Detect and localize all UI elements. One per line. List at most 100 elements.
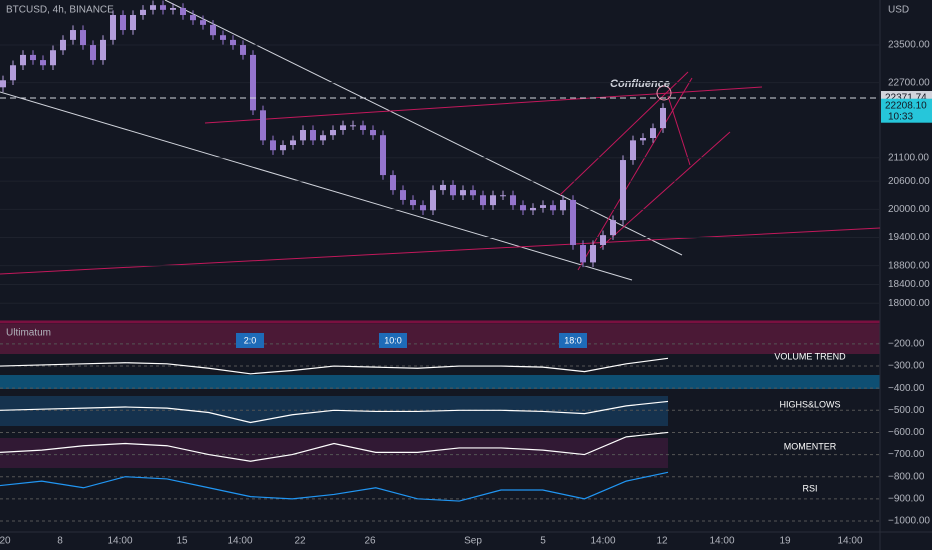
candle-body [430, 190, 436, 211]
candle-body [240, 45, 246, 55]
marker-label: 18:0 [564, 335, 582, 345]
candle-body [390, 175, 396, 191]
annotation: Confluence [610, 78, 670, 90]
drawings [0, 0, 881, 281]
x-tick-label: 22 [294, 536, 306, 547]
symbol: BTCUSD, 4h, BINANCE [6, 5, 114, 16]
candle-body [90, 45, 96, 61]
x-tick-label: 14:00 [590, 536, 615, 547]
candle-body [320, 135, 326, 141]
trend-line [599, 131, 731, 249]
y-tick-label: −200.00 [888, 339, 925, 350]
candle-body [130, 15, 136, 31]
candle-body [360, 125, 366, 131]
candle-body [30, 54, 36, 61]
y-tick-label: −500.00 [888, 405, 925, 416]
candle-body [530, 207, 536, 211]
candle-body [260, 110, 266, 141]
candle-body [450, 184, 456, 196]
candle-body [500, 195, 506, 197]
trend-line [559, 71, 689, 196]
candle-body [650, 128, 656, 138]
trend-line [0, 91, 633, 281]
y-tick-label: 23500.00 [888, 40, 930, 51]
candle-body [110, 15, 116, 40]
candle-body [590, 245, 596, 263]
candle-body [640, 138, 646, 141]
indicator-title: Ultimatum [6, 328, 51, 339]
candle-body [60, 39, 66, 51]
y-tick-label: 18000.00 [888, 298, 930, 309]
candle-body [340, 125, 346, 131]
y-tick-label: 18800.00 [888, 260, 930, 271]
candle-body [580, 245, 586, 263]
x-tick-label: 14:00 [837, 536, 862, 547]
candle-body [300, 130, 306, 141]
x-tick-label: 5 [540, 536, 546, 547]
y-tick-label: 21100.00 [888, 152, 929, 163]
currency: USD [888, 5, 909, 16]
candle-body [70, 30, 76, 40]
series-label: MOMENTER [784, 441, 837, 451]
candle-body [440, 184, 446, 191]
candle-body [510, 195, 516, 206]
indicator-line [0, 471, 669, 502]
x-tick-label: 12 [656, 536, 668, 547]
y-tick-label: 18400.00 [888, 279, 930, 290]
x-tick-label: 26 [364, 536, 376, 547]
candle-body [540, 205, 546, 208]
candle-body [120, 15, 126, 31]
candle-body [350, 125, 356, 127]
candle-body [40, 60, 46, 66]
marker-bg [236, 333, 264, 348]
candle-body [520, 205, 526, 211]
candle-body [410, 199, 416, 206]
band [0, 324, 880, 354]
candle-body [170, 7, 176, 10]
band [0, 396, 668, 426]
marker-bg [559, 333, 587, 348]
trend-line [204, 86, 763, 124]
candle-body [420, 205, 426, 211]
x-tick-label: 14:00 [227, 536, 252, 547]
candle-body [620, 160, 626, 221]
candle-body [210, 24, 216, 36]
candle-body [200, 20, 206, 25]
candle-body [470, 190, 476, 196]
candle-body [310, 130, 316, 141]
x-tick-label: 8 [57, 536, 63, 547]
y-tick-label: 20000.00 [888, 204, 930, 215]
candle-body [610, 220, 616, 236]
y-tick-label: −300.00 [888, 361, 925, 372]
series-label: RSI [802, 483, 817, 493]
x-tick-label: 20 [0, 536, 11, 547]
candle-body [550, 205, 556, 211]
candle-body [560, 199, 566, 211]
candle-body [660, 107, 666, 129]
candle-body [290, 140, 296, 146]
candle-body [280, 145, 286, 151]
x-tick-label: Sep [464, 536, 482, 547]
candle-body [10, 65, 16, 81]
candle-body [490, 195, 496, 206]
candle-body [460, 190, 466, 196]
candle-body [480, 195, 486, 206]
candle-body [570, 199, 576, 246]
marker-circle [656, 85, 672, 101]
candle-body [80, 30, 86, 46]
countdown: 10:33 [888, 111, 913, 122]
y-tick-label: −600.00 [888, 427, 925, 438]
series-label: VOLUME TREND [774, 351, 846, 361]
candle-body [150, 5, 156, 10]
indicator-line [0, 357, 669, 375]
candle-body [600, 235, 606, 246]
candle-body [160, 5, 166, 10]
candle-body [50, 50, 56, 66]
y-tick-label: −700.00 [888, 449, 925, 460]
series-label: HIGHS&LOWS [779, 399, 840, 409]
x-tick-label: 14:00 [107, 536, 132, 547]
price-label: 22371.74 [885, 93, 927, 104]
candle-body [140, 9, 146, 16]
candle-body [180, 7, 186, 16]
